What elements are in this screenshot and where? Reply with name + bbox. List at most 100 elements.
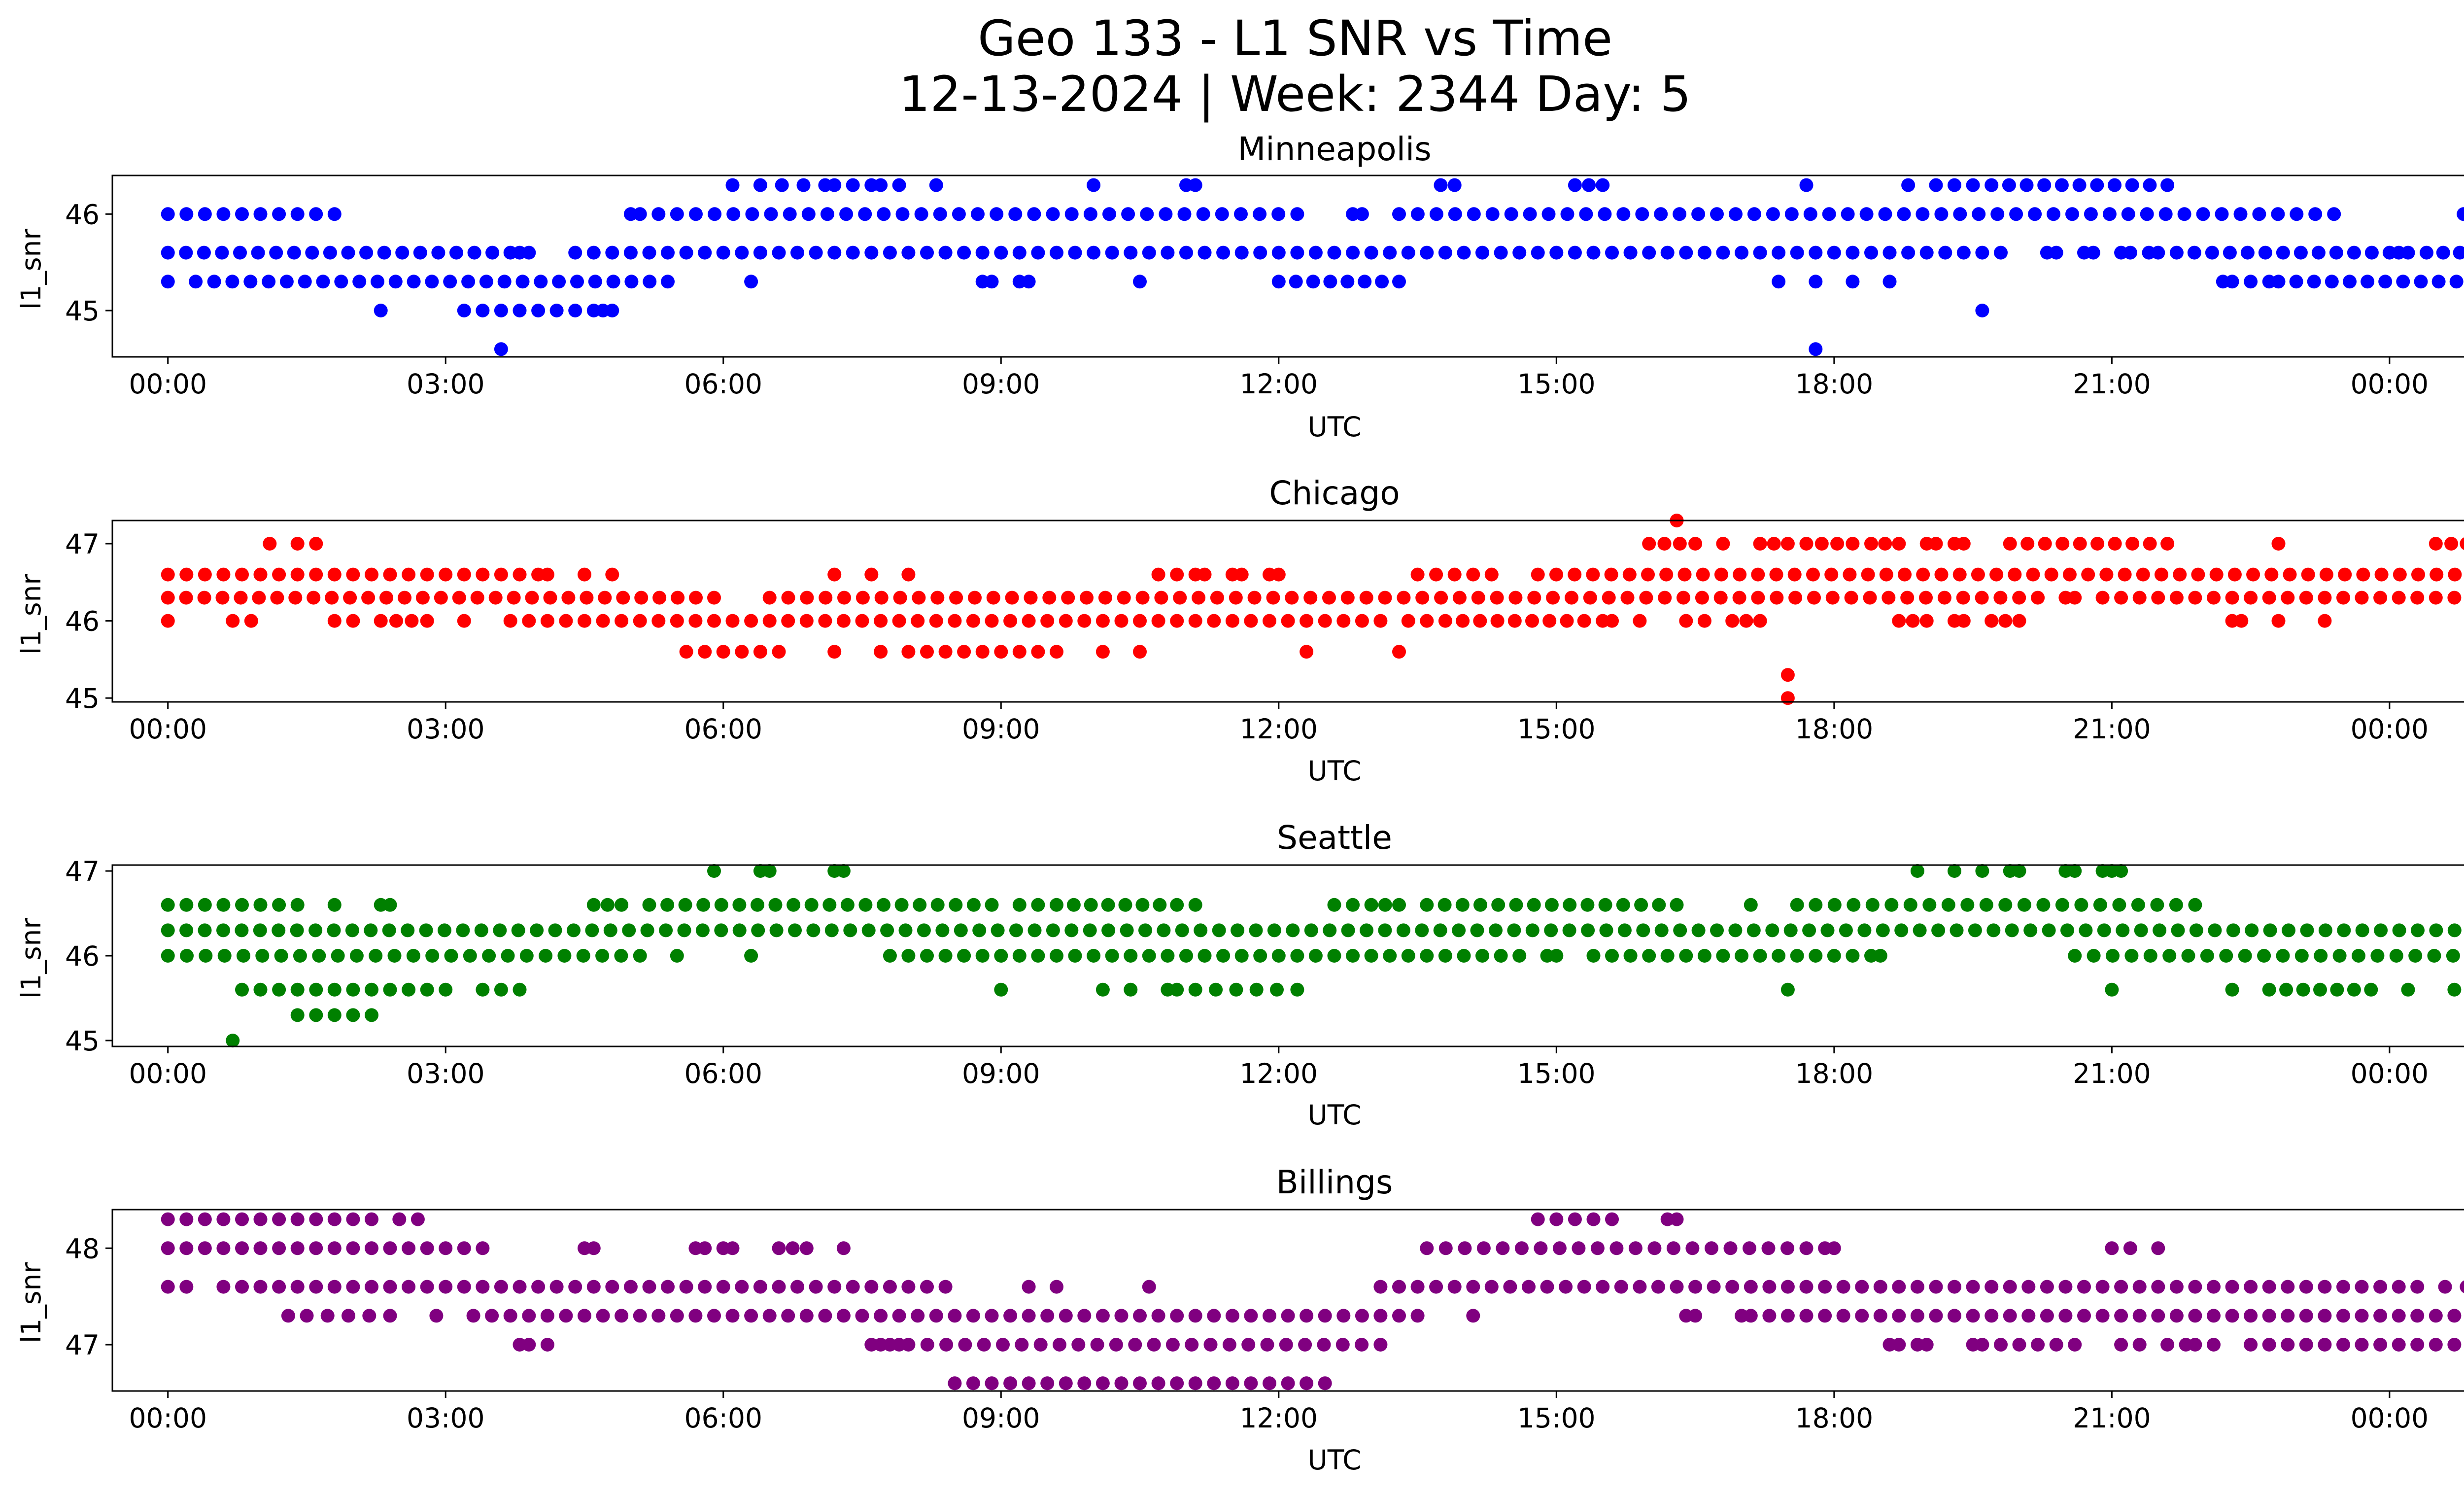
data-point xyxy=(1098,591,1112,605)
data-point xyxy=(1077,1309,1092,1323)
data-point xyxy=(255,949,270,963)
data-point xyxy=(2072,178,2087,192)
data-point xyxy=(695,923,710,938)
data-point xyxy=(341,245,355,260)
data-point xyxy=(1910,1309,1924,1323)
data-point xyxy=(1677,591,1690,605)
data-point xyxy=(1198,245,1212,260)
data-point xyxy=(762,614,777,628)
data-point xyxy=(901,567,916,582)
data-point xyxy=(1894,923,1909,938)
data-point xyxy=(383,1280,397,1294)
data-point xyxy=(1617,923,1632,938)
data-point xyxy=(1581,923,1595,938)
data-point xyxy=(2200,949,2214,963)
data-point xyxy=(1489,923,1503,938)
data-point xyxy=(1087,245,1101,260)
data-point xyxy=(234,591,248,605)
data-point xyxy=(1340,275,1355,289)
data-point xyxy=(288,591,303,605)
data-point xyxy=(1420,1241,1434,1255)
data-point xyxy=(1118,898,1132,912)
data-point xyxy=(2279,982,2293,997)
data-point xyxy=(892,1309,906,1323)
data-point xyxy=(1975,304,1989,317)
data-point xyxy=(883,245,897,260)
data-point xyxy=(198,923,212,938)
data-point xyxy=(1077,1376,1092,1391)
data-point xyxy=(1114,614,1129,628)
data-point xyxy=(457,1241,471,1255)
data-point xyxy=(985,275,999,289)
data-point xyxy=(327,567,342,582)
data-point xyxy=(207,275,221,289)
data-point xyxy=(522,614,536,628)
data-point xyxy=(1541,207,1556,221)
data-point xyxy=(494,567,508,582)
data-point xyxy=(1998,614,2013,628)
data-point xyxy=(1323,923,1337,938)
data-point xyxy=(452,591,466,605)
data-point xyxy=(2009,207,2023,221)
data-point xyxy=(1605,949,1619,963)
data-point xyxy=(671,591,685,605)
data-point xyxy=(365,1212,378,1226)
data-point xyxy=(272,1212,286,1226)
data-point xyxy=(1142,1280,1156,1294)
data-point xyxy=(382,923,396,938)
data-point xyxy=(1061,591,1075,605)
x-axis-label: UTC xyxy=(1307,1444,1361,1476)
data-point xyxy=(1747,207,1761,221)
data-point xyxy=(858,207,872,221)
data-point xyxy=(2314,949,2328,963)
data-point xyxy=(1071,1338,1086,1352)
data-point xyxy=(217,949,232,963)
y-tick-label: 48 xyxy=(65,1233,100,1264)
subplot-title: Chicago xyxy=(1269,474,1400,512)
data-point xyxy=(2188,1338,2202,1352)
data-point xyxy=(1635,207,1649,221)
data-point xyxy=(1042,591,1057,605)
data-point xyxy=(1966,1309,1980,1323)
data-point xyxy=(972,923,987,938)
data-point xyxy=(216,1280,231,1294)
data-point xyxy=(1170,614,1184,628)
data-point xyxy=(1452,923,1466,938)
data-points xyxy=(161,178,2464,356)
data-point xyxy=(2169,245,2184,260)
data-point xyxy=(1937,591,1951,605)
data-point xyxy=(2132,1309,2147,1323)
data-point xyxy=(1596,1280,1610,1294)
data-point xyxy=(434,591,448,605)
data-point xyxy=(2389,949,2403,963)
data-point xyxy=(996,1338,1010,1352)
data-point xyxy=(1133,645,1147,659)
data-point xyxy=(161,614,175,628)
x-tick-label: 00:00 xyxy=(2351,713,2429,745)
data-point xyxy=(2189,923,2203,938)
data-point xyxy=(901,645,916,659)
data-point xyxy=(818,614,832,628)
data-point xyxy=(772,245,786,260)
data-point xyxy=(1725,614,1740,628)
data-point xyxy=(578,1309,591,1323)
data-point xyxy=(2289,275,2303,289)
data-point xyxy=(2132,591,2147,605)
data-point xyxy=(725,178,740,192)
data-point xyxy=(1802,923,1816,938)
data-point xyxy=(1341,923,1355,938)
data-point xyxy=(1170,1309,1184,1323)
data-point xyxy=(1985,1280,1999,1294)
x-tick-label: 18:00 xyxy=(1795,368,1874,400)
data-point xyxy=(383,567,397,582)
data-point xyxy=(235,207,249,221)
data-point xyxy=(1549,1212,1564,1226)
data-point xyxy=(2355,923,2369,938)
data-point xyxy=(1234,207,1248,221)
data-point xyxy=(911,1309,925,1323)
data-point xyxy=(1383,949,1397,963)
data-point xyxy=(2436,245,2450,260)
data-point xyxy=(402,1280,416,1294)
data-point xyxy=(411,1212,425,1226)
data-point xyxy=(1175,923,1189,938)
